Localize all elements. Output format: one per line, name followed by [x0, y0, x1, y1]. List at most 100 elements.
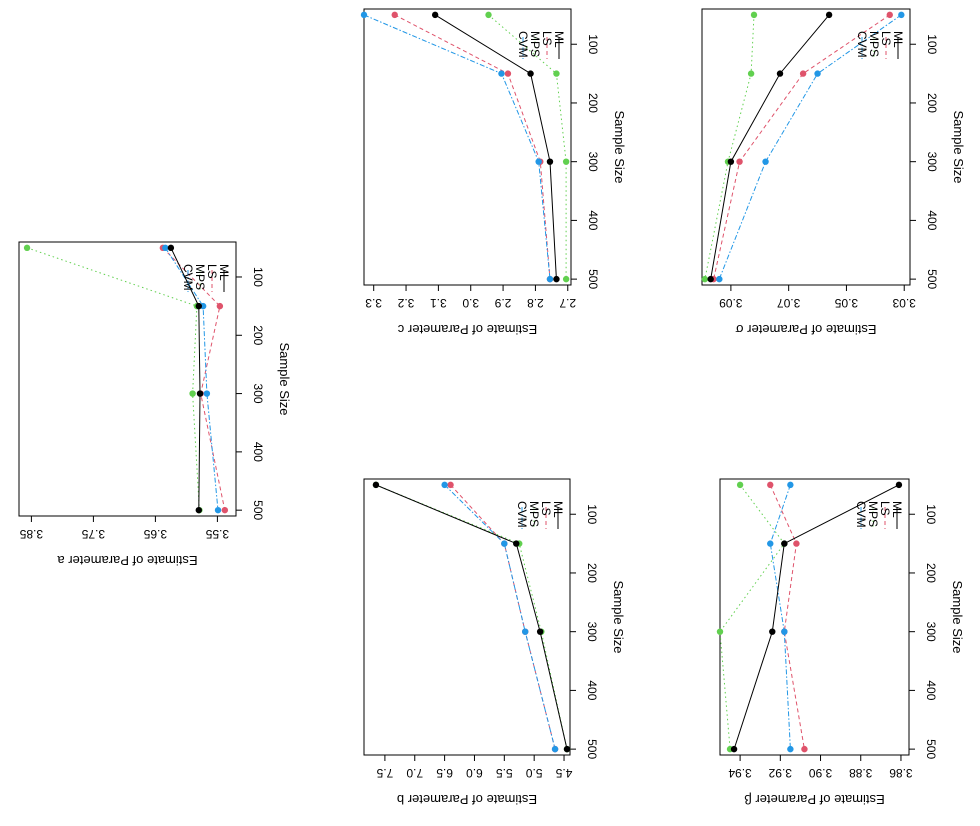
legend-label-ls: LS [879, 31, 893, 46]
data-point-cvm [814, 70, 821, 77]
series-line-ls [162, 247, 226, 511]
x-tick-label: 200 [251, 325, 265, 345]
panel-b: 100 200 300 400 500 Sample Size 4.5 5.0 5.5 6.0 6.… [363, 478, 626, 807]
data-point-cvm [716, 275, 723, 283]
data-point-cvm [767, 540, 774, 547]
data-point-ls [216, 302, 224, 310]
x-tick-label: 200 [925, 93, 939, 113]
data-point-mps [736, 481, 744, 489]
data-point-ls [736, 158, 743, 165]
data-point-ml [727, 158, 735, 165]
y-tick-label: 3.2 [397, 296, 414, 310]
data-point-cvm [787, 481, 794, 489]
data-point-cvm [441, 481, 448, 489]
data-point-mps [485, 11, 492, 19]
data-point-ls [793, 540, 800, 547]
panel-c: 100 200 300 400 500 Sample Size 2.7 2.8 2.9 3.0 3.… [360, 8, 627, 337]
x-tick-label: 400 [924, 680, 938, 700]
x-tick-label: 300 [586, 152, 600, 172]
data-point-mps [562, 158, 570, 165]
data-point-mps [189, 390, 196, 397]
series-line-ls [713, 14, 891, 280]
x-tick-label: 400 [925, 210, 939, 230]
legend-label-cvm: CVM [515, 501, 529, 528]
y-tick-label: 3.1 [430, 296, 447, 310]
x-tick-label: 500 [924, 739, 938, 759]
y-tick-label: 3.92 [768, 766, 792, 780]
legend-label-ls: LS [539, 501, 553, 516]
data-point-ml [769, 628, 776, 635]
legend-label-cvm: CVM [854, 501, 868, 528]
data-point-cvm [546, 275, 554, 283]
panel-sigma: 100 200 300 400 500 Sample Size 3.03 3.05 3.07 3.… [701, 8, 966, 337]
series-line-cvm [363, 14, 551, 280]
y-tick-label: 3.05 [834, 296, 858, 310]
x-axis-label: Sample Size [612, 111, 627, 184]
y-tick-label: 7.5 [376, 766, 393, 780]
data-point-ls [447, 481, 454, 489]
y-tick-label: 3.75 [81, 527, 105, 541]
data-point-ls [886, 11, 893, 19]
series-line-cvm [164, 247, 219, 511]
x-tick-label: 300 [251, 384, 265, 404]
legend-label-mps: MPS [866, 501, 880, 527]
legend-label-ml: ML [890, 501, 904, 518]
x-tick-label: 100 [925, 34, 939, 54]
series-line-cvm [444, 484, 556, 750]
data-point-ml [825, 11, 833, 19]
series-line-ml [733, 484, 900, 750]
x-axis-label: Sample Size [950, 581, 965, 654]
x-tick-label: 300 [924, 622, 938, 642]
data-point-cvm [551, 745, 559, 753]
data-point-ls [221, 506, 229, 514]
x-tick-label: 100 [924, 504, 938, 524]
plot-frame [363, 8, 572, 286]
series-line-ls [769, 484, 805, 750]
x-axis-label: Sample Size [611, 581, 626, 654]
y-tick-label: 3.86 [889, 766, 913, 780]
y-tick-label: 3.55 [205, 527, 229, 541]
data-point-cvm [535, 158, 542, 165]
data-point-ls [391, 11, 398, 19]
y-tick-label: 3.90 [809, 766, 833, 780]
y-tick-label: 3.85 [19, 527, 43, 541]
legend-label-ml: ML [891, 31, 905, 48]
y-tick-label: 5.5 [496, 766, 513, 780]
legend-label-mps: MPS [527, 501, 541, 527]
x-tick-label: 500 [251, 500, 265, 520]
y-tick-label: 3.3 [365, 296, 382, 310]
plot-frame [701, 8, 911, 286]
y-tick-label: 6.0 [466, 766, 483, 780]
data-point-cvm [162, 244, 169, 252]
legend-label-cvm: CVM [181, 264, 195, 291]
data-point-mps [553, 70, 560, 77]
x-tick-label: 200 [585, 563, 599, 583]
y-axis-label: Estimate of Parameter c [397, 322, 537, 337]
data-point-ml [195, 302, 202, 310]
legend-label-cvm: CVM [855, 31, 869, 58]
legend-label-ls: LS [540, 31, 554, 46]
legend-label-mps: MPS [528, 31, 542, 57]
series-line-mps [375, 484, 568, 750]
plot-frame [363, 478, 571, 756]
series-line-ls [394, 14, 551, 280]
data-point-cvm [522, 628, 529, 635]
y-tick-label: 3.09 [719, 296, 743, 310]
data-point-mps [562, 275, 570, 283]
data-point-ml [895, 481, 903, 489]
data-point-cvm [898, 11, 905, 19]
data-point-mps [716, 628, 724, 635]
data-point-ml [776, 70, 784, 77]
x-tick-label: 500 [586, 269, 600, 289]
legend-label-mps: MPS [193, 264, 207, 290]
data-point-ml [372, 481, 380, 489]
x-tick-label: 100 [585, 504, 599, 524]
data-point-cvm [203, 390, 211, 397]
data-point-mps [701, 275, 709, 283]
data-point-ml [513, 540, 520, 547]
y-tick-label: 2.8 [527, 296, 544, 310]
data-point-ml [536, 628, 544, 635]
x-tick-label: 300 [925, 152, 939, 172]
